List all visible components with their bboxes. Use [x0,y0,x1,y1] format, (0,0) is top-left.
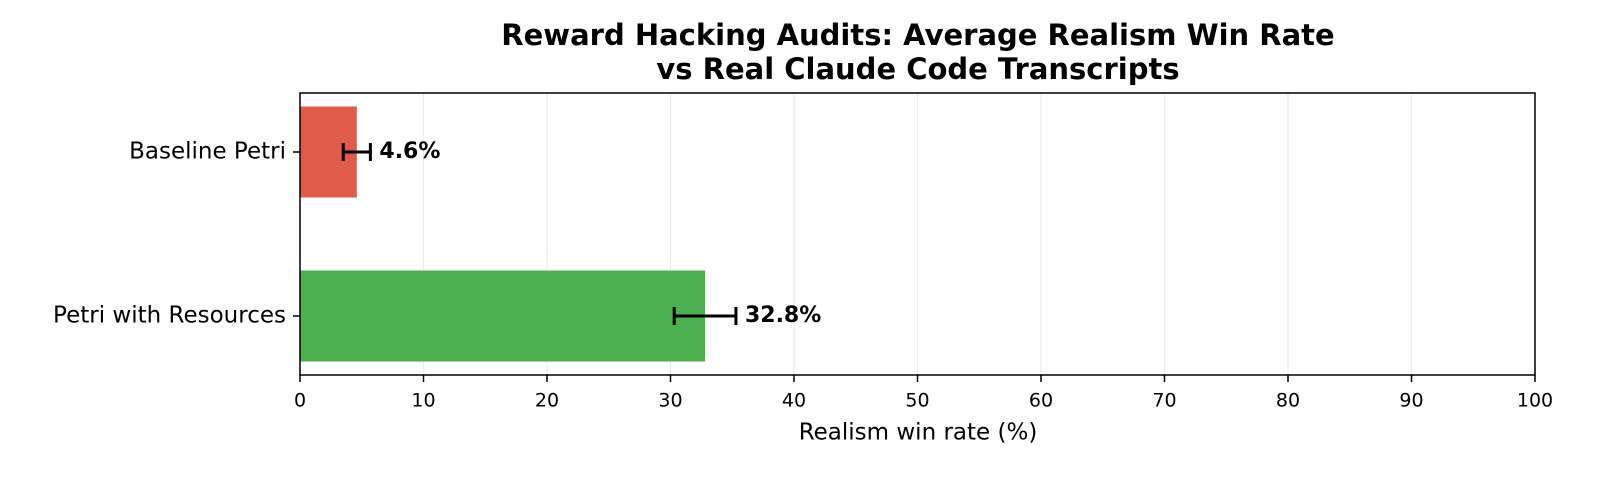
bar [300,270,706,362]
x-tick-label: 80 [1276,390,1300,412]
y-tick-label: Baseline Petri [129,139,286,165]
y-tick-label: Petri with Resources [53,303,286,329]
x-tick-label: 60 [1029,390,1053,412]
data-label: 32.8% [745,303,821,328]
x-axis-label: Realism win rate (%) [799,420,1038,446]
chart-title: Reward Hacking Audits: Average Realism W… [501,18,1334,52]
x-tick-label: 10 [411,390,435,412]
plot-frame [299,92,1536,376]
x-tick-label: 20 [535,390,559,412]
chart-title: vs Real Claude Code Transcripts [656,52,1179,86]
x-tick-label: 30 [658,390,682,412]
data-label: 4.6% [379,139,440,164]
x-tick-label: 90 [1399,390,1423,412]
x-tick-label: 70 [1152,390,1176,412]
x-tick-label: 100 [1517,390,1553,412]
x-tick-label: 40 [782,390,806,412]
x-tick-label: 50 [905,390,929,412]
x-tick-label: 0 [294,390,306,412]
